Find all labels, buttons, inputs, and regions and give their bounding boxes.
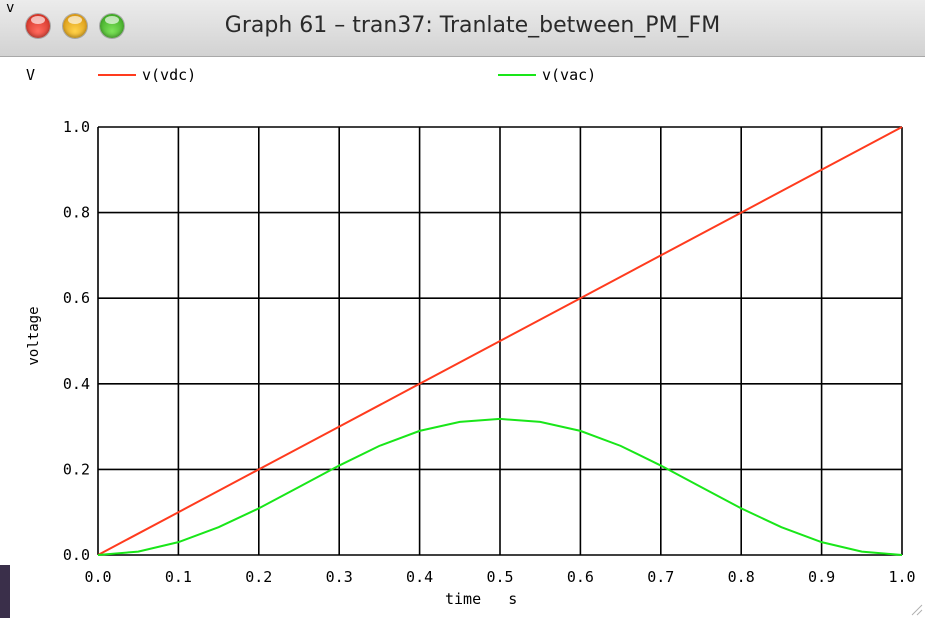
resize-grip-icon[interactable] xyxy=(909,602,923,616)
x-tick-label: 0.6 xyxy=(567,568,594,586)
x-tick-label: 0.7 xyxy=(647,568,674,586)
y-tick-label: 0.8 xyxy=(63,204,90,222)
y-tick-label: 1.0 xyxy=(63,118,90,136)
y-tick-label: 0.4 xyxy=(63,375,90,393)
legend-swatch-vdc xyxy=(98,74,136,76)
x-axis-title: time xyxy=(445,590,482,608)
legend-item-vac: v(vac) xyxy=(498,66,596,84)
y-unit-label: V xyxy=(26,66,36,84)
x-tick-label: 0.3 xyxy=(326,568,353,586)
y-tick-label: 0.2 xyxy=(63,460,90,478)
x-tick-label: 0.9 xyxy=(808,568,835,586)
zoom-button[interactable] xyxy=(100,14,124,38)
x-tick-label: 0.8 xyxy=(728,568,755,586)
legend-item-vdc: v(vdc) xyxy=(98,66,196,84)
edge-glyph: v xyxy=(6,0,15,16)
series-line-vvac xyxy=(97,417,903,556)
title-bar[interactable]: Graph 61 – tran37: Tranlate_between_PM_F… xyxy=(0,0,925,57)
y-tick-label: 0.0 xyxy=(63,546,90,564)
x-tick-label: 0.5 xyxy=(486,568,513,586)
x-tick-label: 1.0 xyxy=(888,568,915,586)
y-tick-label: 0.6 xyxy=(63,289,90,307)
x-axis-label: time s xyxy=(445,590,517,608)
legend-swatch-vac xyxy=(498,74,536,76)
window-title: Graph 61 – tran37: Tranlate_between_PM_F… xyxy=(224,13,721,38)
minimize-button[interactable] xyxy=(63,14,87,38)
legend-label-vac: v(vac) xyxy=(542,66,597,84)
legend-label-vdc: v(vdc) xyxy=(142,66,197,84)
series-line-vvdc xyxy=(97,126,903,556)
x-tick-label: 0.0 xyxy=(84,568,111,586)
x-tick-label: 0.1 xyxy=(165,568,192,586)
x-axis-unit: s xyxy=(508,590,518,608)
x-tick-label: 0.4 xyxy=(406,568,433,586)
left-edge-strip xyxy=(0,565,10,618)
x-tick-label: 0.2 xyxy=(245,568,272,586)
close-button[interactable] xyxy=(26,14,50,38)
